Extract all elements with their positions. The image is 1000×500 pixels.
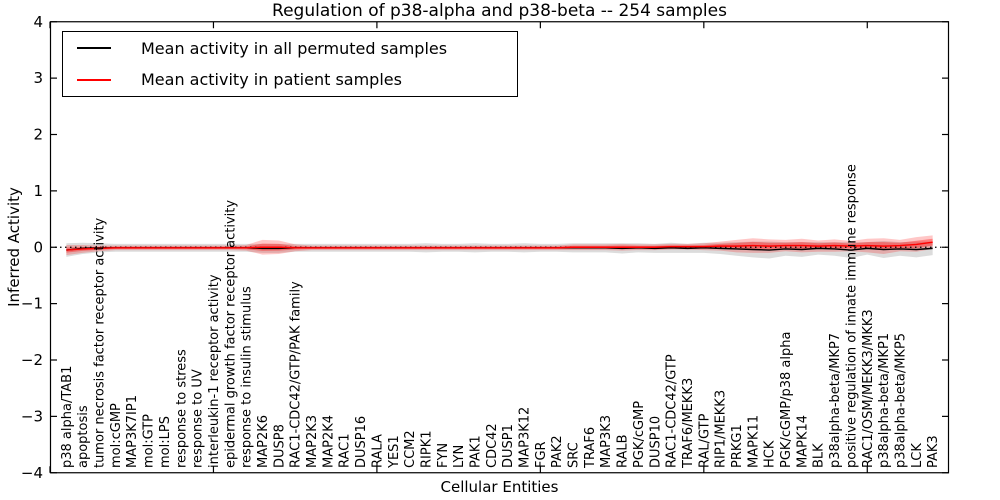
patient-band	[66, 235, 933, 256]
x-category-label: mol:LPS	[158, 416, 173, 468]
x-category-label: MAP3K7IP1	[125, 395, 140, 468]
x-category-label: MAP2K4	[321, 415, 336, 468]
x-category-label: p38alpha-beta/MKP5	[893, 333, 908, 468]
x-category-label: DUSP8	[272, 424, 287, 468]
y-tick-label: −3	[21, 407, 43, 425]
y-tick-label: 3	[33, 69, 43, 87]
x-category-label: p38alpha-beta/MKP7	[828, 333, 843, 468]
x-category-label: YES1	[387, 435, 402, 469]
x-category-label: DUSP16	[354, 416, 369, 468]
x-category-label: RIPK1	[419, 430, 434, 468]
permuted-band	[66, 241, 933, 259]
patient-line-swatch	[77, 78, 111, 81]
x-category-label: MAP3K12	[518, 407, 533, 468]
y-axis-label: Inferred Activity	[5, 187, 23, 307]
y-tick-label: 2	[33, 126, 43, 144]
x-category-label: epidermal growth factor receptor activit…	[223, 200, 238, 468]
x-category-label: RAC1-CDC42/GTP	[665, 354, 680, 468]
chart-title: Regulation of p38-alpha and p38-beta -- …	[272, 1, 727, 21]
x-category-label: FGR	[534, 441, 549, 468]
y-tick-label: 4	[33, 13, 43, 31]
permuted-line-swatch	[77, 47, 111, 50]
legend-label-patient: Mean activity in patient samples	[141, 70, 402, 90]
x-category-label: CDC42	[485, 423, 500, 468]
x-category-label: LCK	[910, 443, 925, 468]
x-category-label: TRAF6	[583, 427, 598, 469]
x-category-label: DUSP10	[648, 416, 663, 468]
x-category-label: MAP3K3	[599, 415, 614, 468]
x-category-label: PAK3	[926, 435, 941, 468]
x-category-label: response to insulin stimulus	[240, 286, 255, 468]
x-category-label: RAC1/OSM/MEKK3/MKK3	[861, 309, 876, 468]
patient-band-inner	[66, 238, 933, 253]
x-category-label: p38alpha-beta/MKP1	[877, 333, 892, 468]
x-category-label: MAP2K6	[256, 415, 271, 468]
x-category-label: apoptosis	[76, 405, 91, 468]
x-category-label: tumor necrosis factor receptor activity	[93, 217, 108, 468]
y-tick-label: 0	[33, 238, 43, 256]
x-category-label: RALB	[616, 434, 631, 468]
y-tick-label: −4	[21, 464, 43, 482]
x-category-label: response to stress	[174, 349, 189, 468]
x-category-label: positive regulation of innate immune res…	[844, 164, 859, 468]
x-category-label: interleukin-1 receptor activity	[207, 274, 222, 468]
y-tick-label: 1	[33, 182, 43, 200]
x-axis-label: Cellular Entities	[440, 478, 559, 496]
x-category-label: LYN	[452, 445, 467, 468]
x-category-label: MAPK11	[746, 415, 761, 468]
patient-line	[66, 241, 933, 251]
x-category-label: RIP1/MEKK3	[714, 390, 729, 468]
y-tick-label: −1	[21, 295, 43, 313]
x-category-label: TRAF6/MEKK3	[681, 378, 696, 469]
x-category-label: RAC1	[338, 433, 353, 468]
x-category-label: BLK	[812, 443, 827, 468]
x-category-label: RALA	[370, 434, 385, 468]
x-category-label: mol:GTP	[142, 414, 157, 468]
y-tick-label: −2	[21, 351, 43, 369]
x-category-label: HCK	[763, 440, 778, 468]
legend: Mean activity in all permuted samples Me…	[62, 31, 518, 97]
x-category-label: MAPK14	[795, 415, 810, 468]
x-category-label: RAL/GTP	[697, 413, 712, 468]
x-category-label: mol:cGMP	[109, 403, 124, 468]
x-category-label: PGK/cGMP	[632, 401, 647, 468]
x-category-label: RAC1-CDC42/GTP/PAK family	[289, 281, 304, 468]
x-category-label: MAP2K3	[305, 415, 320, 468]
x-category-label: PGK/cGMP/p38 alpha	[779, 332, 794, 468]
x-category-label: PRKG1	[730, 424, 745, 468]
x-category-label: CCM2	[403, 430, 418, 468]
legend-entry-patient: Mean activity in patient samples	[63, 65, 517, 95]
x-category-label: p38 alpha/TAB1	[60, 366, 75, 468]
legend-label-permuted: Mean activity in all permuted samples	[141, 38, 448, 58]
legend-entry-permuted: Mean activity in all permuted samples	[63, 33, 517, 63]
x-category-label: DUSP1	[501, 424, 516, 468]
x-category-label: PAK1	[468, 435, 483, 468]
x-category-label: response to UV	[191, 369, 206, 468]
x-category-label: SRC	[567, 442, 582, 468]
x-category-label: PAK2	[550, 435, 565, 468]
x-category-label: FYN	[436, 443, 451, 468]
